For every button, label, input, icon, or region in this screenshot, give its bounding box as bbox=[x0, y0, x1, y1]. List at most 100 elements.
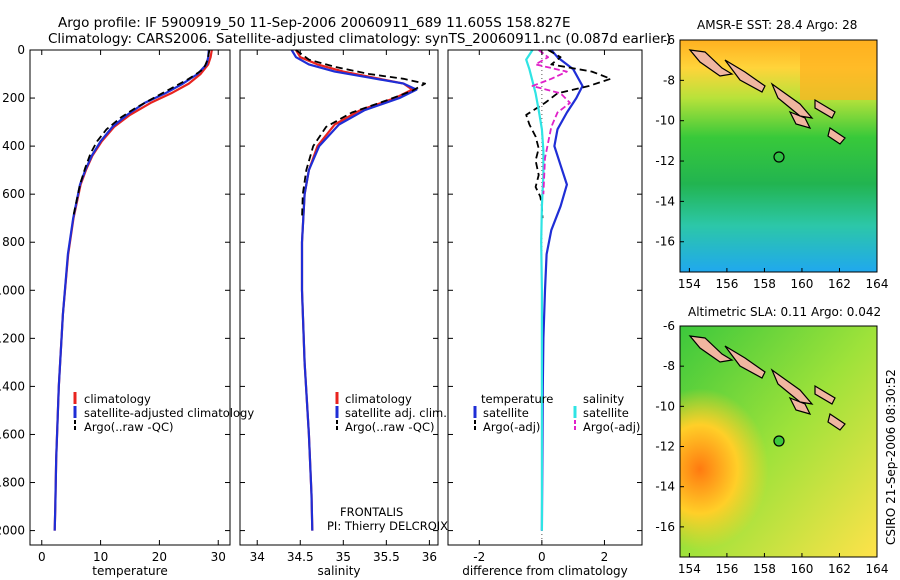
temperature-series-argo---raw--qc- bbox=[72, 49, 211, 219]
sst-x-tick-label: 164 bbox=[866, 277, 889, 291]
y-tick-label: 1400 bbox=[0, 379, 25, 393]
x-tick-label: -2 bbox=[473, 550, 485, 564]
y-tick-label: 1800 bbox=[0, 476, 25, 490]
sla-y-tick-label: -6 bbox=[663, 319, 675, 333]
sst-y-tick-label: -14 bbox=[655, 194, 675, 208]
float-pi: PI: Thierry DELCROIX bbox=[327, 519, 448, 533]
difference-series-argo--adj- bbox=[531, 49, 571, 195]
sla-x-tick-label: 160 bbox=[790, 562, 813, 576]
x-tick-label: 0 bbox=[38, 550, 46, 564]
x-tick-label: 20 bbox=[152, 550, 167, 564]
sla-island-chain bbox=[688, 335, 846, 431]
legend-climatology: climatology bbox=[84, 392, 151, 406]
sst-warm-patch bbox=[800, 40, 877, 100]
x-tick-label: 35.5 bbox=[373, 550, 400, 564]
difference-series-satellite bbox=[540, 49, 584, 531]
temperature-x-axis-label: temperature bbox=[92, 564, 167, 578]
sst-y-tick-label: -8 bbox=[663, 73, 675, 87]
y-tick-label: 2000 bbox=[0, 524, 25, 538]
credit-stamp: CSIRO 21-Sep-2006 08:30:52 bbox=[884, 369, 898, 545]
sst-x-tick-label: 160 bbox=[790, 277, 813, 291]
sst-x-tick-label: 156 bbox=[715, 277, 738, 291]
sla-map-title: Altimetric SLA: 0.11 Argo: 0.042 bbox=[688, 305, 881, 319]
legend-salinity-heading: salinity bbox=[583, 392, 624, 406]
salinity-legend: climatology satellite adj. clim. Argo(..… bbox=[335, 392, 447, 434]
sst-y-tick-label: -10 bbox=[655, 114, 675, 128]
x-tick-label: 10 bbox=[93, 550, 108, 564]
temperature-series-satellite-adjusted-climatology bbox=[53, 49, 210, 531]
sst-profile-marker bbox=[773, 151, 785, 163]
sst-x-tick-label: 162 bbox=[828, 277, 851, 291]
legend-satellite-adjusted: satellite-adjusted climatology bbox=[84, 406, 254, 420]
y-tick-label: 1200 bbox=[0, 331, 25, 345]
y-tick-label: 400 bbox=[2, 139, 25, 153]
float-name: FRONTALIS bbox=[340, 505, 403, 519]
legend-s-argo: Argo(-adj) bbox=[583, 420, 640, 434]
salinity-panel: 34 34.5 35 35.5 36 salinity bbox=[239, 49, 439, 578]
y-tick-label: 1000 bbox=[0, 283, 25, 297]
difference-x-axis-label: difference from climatology bbox=[462, 564, 628, 578]
legend-climatology: climatology bbox=[345, 392, 412, 406]
salinity-x-axis-label: salinity bbox=[317, 564, 360, 578]
sla-x-tick-label: 162 bbox=[828, 562, 851, 576]
sst-map-title: AMSR-E SST: 28.4 Argo: 28 bbox=[697, 18, 857, 32]
salinity-series-argo---raw--qc- bbox=[295, 49, 427, 219]
difference-axes-frame bbox=[447, 49, 643, 546]
x-tick-label: 0 bbox=[538, 550, 546, 564]
x-tick-label: 30 bbox=[211, 550, 226, 564]
legend-t-argo: Argo(-adj) bbox=[483, 420, 540, 434]
legend-s-satellite: satellite bbox=[583, 406, 629, 420]
sst-map-frame bbox=[679, 39, 878, 273]
temperature-axes-frame bbox=[29, 49, 231, 546]
sst-x-tick-label: 158 bbox=[753, 277, 776, 291]
temperature-legend: climatology satellite-adjusted climatolo… bbox=[73, 392, 254, 434]
sla-x-tick-label: 164 bbox=[866, 562, 889, 576]
salinity-series-climatology bbox=[295, 49, 414, 531]
difference-legend: temperature satellite Argo(-adj) salinit… bbox=[473, 392, 640, 434]
profile-panels: 0102030020040060080010001200140016001800… bbox=[0, 43, 643, 578]
sla-x-tick-label: 156 bbox=[715, 562, 738, 576]
sst-y-tick-label: -12 bbox=[655, 154, 675, 168]
sla-x-tick-label: 158 bbox=[753, 562, 776, 576]
sla-x-tick-label: 154 bbox=[678, 562, 701, 576]
legend-argo: Argo(..raw -QC) bbox=[84, 420, 174, 434]
sla-y-tick-label: -16 bbox=[655, 520, 675, 534]
sst-island-chain bbox=[688, 49, 846, 145]
difference-series-satellite bbox=[525, 49, 545, 531]
difference-series-argo--adj- bbox=[525, 49, 612, 219]
sla-y-tick-label: -12 bbox=[655, 440, 675, 454]
sst-x-tick-label: 154 bbox=[678, 277, 701, 291]
map-axes: 154 156 158 160 162 164 -6 -8 -10 -12 -14 -16 154 156… bbox=[655, 33, 888, 576]
sla-y-tick-label: -14 bbox=[655, 480, 675, 494]
sla-map-frame bbox=[679, 325, 878, 558]
legend-t-satellite: satellite bbox=[483, 406, 529, 420]
y-tick-label: 0 bbox=[17, 43, 25, 57]
sst-y-tick-label: -16 bbox=[655, 235, 675, 249]
sla-map bbox=[679, 325, 878, 558]
legend-satellite-adj-clim: satellite adj. clim. bbox=[345, 406, 447, 420]
sst-map bbox=[679, 39, 878, 273]
y-tick-label: 200 bbox=[2, 91, 25, 105]
x-tick-label: 34.5 bbox=[287, 550, 314, 564]
temperature-series-climatology bbox=[53, 49, 213, 531]
sla-y-tick-label: -8 bbox=[663, 359, 675, 373]
x-tick-label: 35 bbox=[336, 550, 351, 564]
sla-profile-marker bbox=[773, 435, 785, 447]
figure-title-line-2: Climatology: CARS2006. Satellite-adjuste… bbox=[48, 31, 671, 47]
x-tick-label: 36 bbox=[422, 550, 437, 564]
x-tick-label: 34 bbox=[250, 550, 265, 564]
y-tick-label: 800 bbox=[2, 235, 25, 249]
temperature-panel: 0 10 20 30 0 200 400 600 800 1000 1200 1400 1600 1800… bbox=[0, 43, 231, 578]
figure-title-line-1: Argo profile: IF 5900919_50 11-Sep-2006 … bbox=[58, 15, 571, 31]
legend-argo: Argo(..raw -QC) bbox=[345, 420, 435, 434]
salinity-series-satellite-adj--clim- bbox=[290, 49, 418, 531]
sla-y-tick-label: -10 bbox=[655, 399, 675, 413]
x-tick-label: 2 bbox=[601, 550, 609, 564]
legend-temperature-heading: temperature bbox=[481, 392, 553, 406]
y-tick-label: 1600 bbox=[0, 427, 25, 441]
y-tick-label: 600 bbox=[2, 187, 25, 201]
sst-y-tick-label: -6 bbox=[663, 33, 675, 47]
salinity-axes-frame bbox=[239, 49, 439, 546]
